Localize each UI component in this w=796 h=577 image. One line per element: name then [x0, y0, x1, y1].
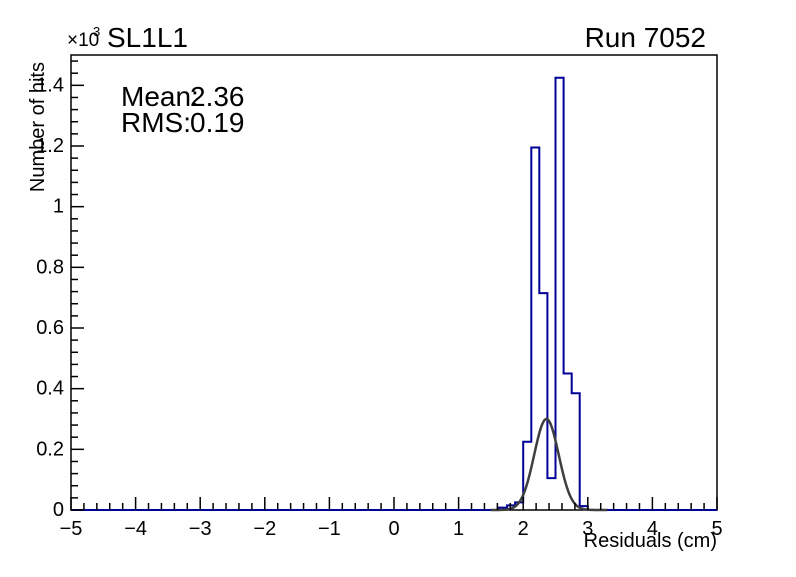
x-tick-label: −5	[60, 518, 83, 540]
run-label: Run 7052	[585, 22, 706, 53]
y-tick-label: 0.8	[36, 256, 64, 278]
y-axis-exponent: ×10	[67, 30, 99, 51]
stat-mean-label: Mean:	[121, 81, 199, 112]
fit-curve-group	[490, 417, 608, 512]
x-tick-label: 5	[711, 518, 722, 540]
x-tick-label: 0	[388, 518, 399, 540]
x-tick-label: 3	[582, 518, 593, 540]
y-tick-label: 0.4	[36, 378, 64, 400]
y-axis-title: Number of hits	[27, 62, 49, 192]
histogram-outline	[71, 76, 717, 511]
x-tick-label: 4	[647, 518, 658, 540]
x-axis-tick-labels: −5 −4 −3 −2 −1 0 1 2 3 4 5	[60, 518, 723, 540]
y-axis-exponent-power: 3	[93, 24, 100, 39]
y-axis-ticks	[71, 60, 84, 511]
x-tick-label: −4	[124, 518, 147, 540]
y-tick-label: 0	[53, 499, 64, 521]
y-tick-label: 0.2	[36, 438, 64, 460]
y-axis-tick-labels: 0 0.2 0.4 0.6 0.8 1 1.2 1.4	[36, 74, 64, 521]
y-tick-label: 1	[53, 196, 64, 218]
x-axis-title: Residuals (cm)	[584, 530, 717, 552]
stat-rms-label: RMS:	[121, 107, 191, 138]
x-tick-label: 1	[453, 518, 464, 540]
x-tick-label: −2	[253, 518, 276, 540]
x-tick-label: −3	[189, 518, 212, 540]
y-tick-label: 1.2	[36, 135, 64, 157]
histogram-series	[71, 76, 717, 511]
y-tick-label: 1.4	[36, 74, 64, 96]
x-axis-ticks	[70, 497, 718, 510]
plot-title: SL1L1	[107, 22, 188, 53]
x-tick-label: 2	[518, 518, 529, 540]
stat-rms-value: 0.19	[190, 107, 245, 138]
x-tick-label: −1	[318, 518, 341, 540]
gaussian-fit-curve	[490, 417, 608, 512]
stat-mean-value: 2.36	[190, 81, 245, 112]
y-tick-label: 0.6	[36, 317, 64, 339]
